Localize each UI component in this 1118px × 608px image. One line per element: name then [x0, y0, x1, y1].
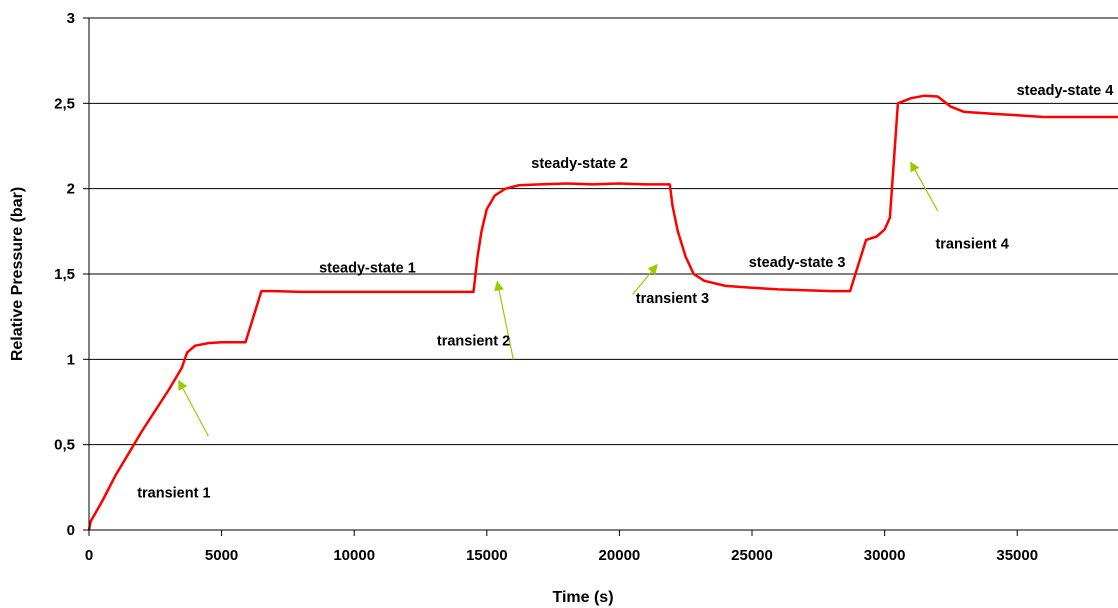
x-tick-label-1: 5000 [205, 547, 238, 564]
annotation-arrow-2 [494, 280, 514, 360]
y-tick-label-5: 2,5 [54, 95, 75, 112]
annotation-transient-4: transient 4 [935, 236, 1008, 252]
annotation-steady-state-2: steady-state 2 [531, 156, 628, 172]
x-tick-label-6: 30000 [864, 547, 906, 564]
annotation-steady-state-1: steady-state 1 [319, 260, 416, 276]
x-tick-label-5: 25000 [731, 547, 773, 564]
annotations: transient 1 transient 2 transient 3 transie… [137, 83, 1113, 502]
arrows-layer [178, 161, 939, 437]
y-tick-label-3: 1,5 [54, 266, 75, 283]
annotation-transient-1: transient 1 [137, 486, 210, 502]
x-tick-label-0: 0 [85, 547, 93, 564]
y-tick-label-2: 1 [67, 351, 75, 368]
y-axis-title: Relative Pressure (bar) [9, 187, 26, 361]
y-tick-label-1: 0,5 [54, 437, 75, 454]
x-tick-label-2: 10000 [333, 547, 375, 564]
gridlines [89, 17, 1118, 446]
x-tick-label-4: 20000 [599, 547, 641, 564]
y-tick-label-6: 3 [67, 10, 75, 27]
series-line-0 [87, 94, 1118, 531]
x-tick-label-7: 35000 [996, 547, 1038, 564]
annotation-arrow-1 [178, 379, 209, 437]
annotation-steady-state-3: steady-state 3 [749, 255, 846, 271]
tick-labels: 0 0,5 1 1,5 2 2,5 3 0 5000 10000 15000 20000 25000 30… [54, 10, 1038, 564]
annotation-transient-2: transient 2 [437, 334, 510, 350]
annotation-arrow-4 [910, 161, 939, 212]
y-tick-label-4: 2 [67, 181, 75, 198]
axes [83, 17, 1118, 536]
annotation-transient-3: transient 3 [636, 291, 709, 307]
x-axis-title: Time (s) [552, 589, 613, 606]
y-tick-label-0: 0 [67, 522, 75, 539]
annotation-arrow-3 [632, 263, 658, 295]
annotation-steady-state-4: steady-state 4 [1017, 83, 1114, 99]
data-line-layer [87, 94, 1118, 531]
x-tick-label-3: 15000 [466, 547, 508, 564]
